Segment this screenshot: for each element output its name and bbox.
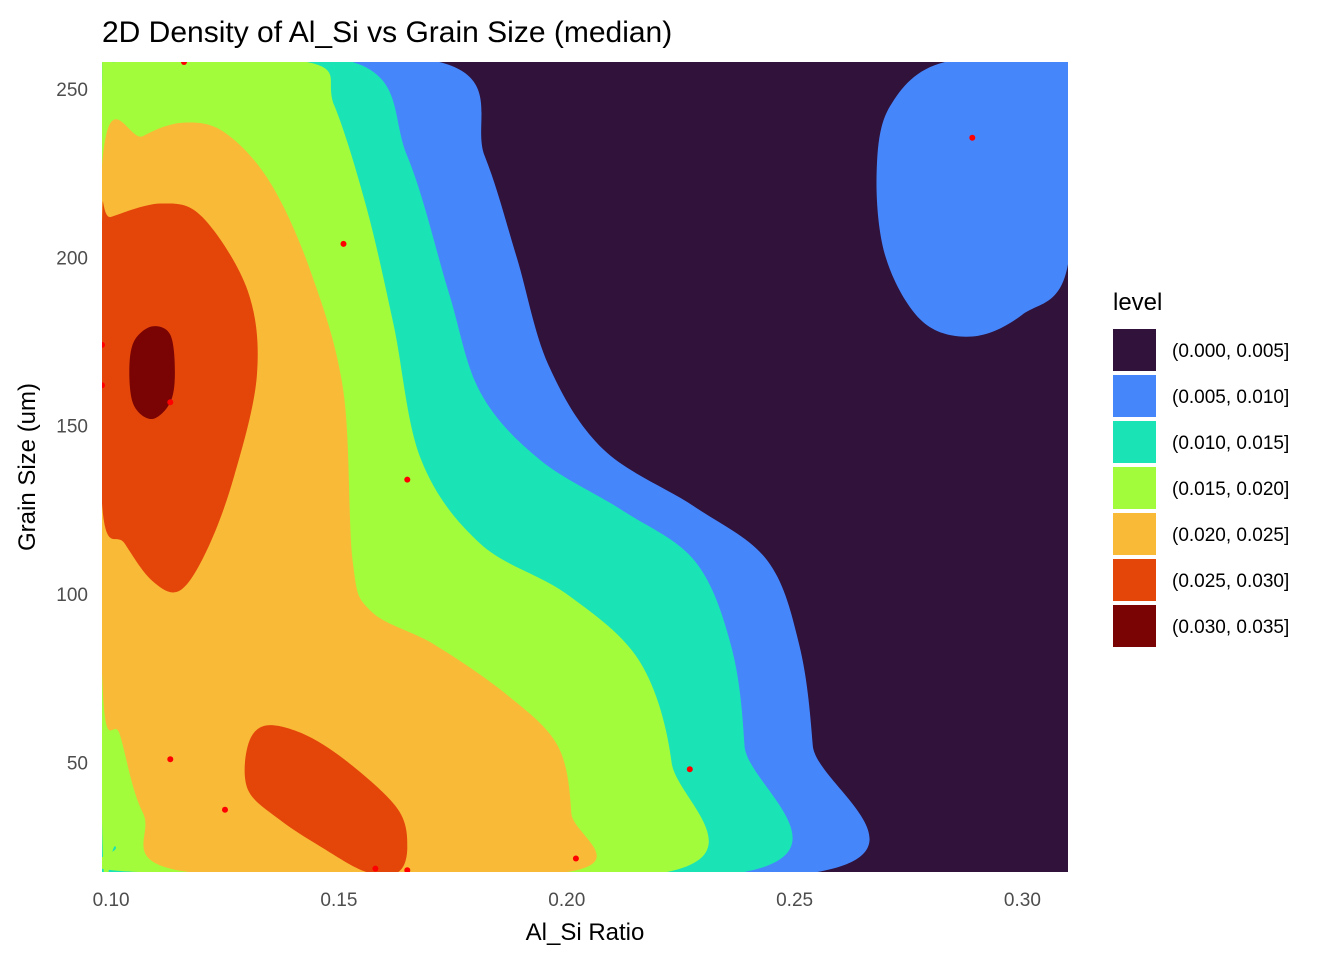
legend-items: (0.000, 0.005] (0.005, 0.010] (0.010, 0.01… xyxy=(1113,329,1289,647)
data-point-10 xyxy=(222,806,228,813)
y-tick-label: 50 xyxy=(67,754,88,775)
legend: level (0.000, 0.005] (0.005, 0.010] (0.010… xyxy=(1113,289,1289,647)
y-axis-ticks: 50 100 150 200 250 xyxy=(56,80,88,775)
legend-swatch xyxy=(1113,605,1156,647)
chart-title: 2D Density of Al_Si vs Grain Size (media… xyxy=(102,16,672,49)
x-axis-ticks: 0.10 0.15 0.20 0.25 0.30 xyxy=(93,890,1041,911)
plot-panel xyxy=(102,62,1068,872)
x-tick-label: 0.20 xyxy=(548,890,585,911)
contour-band-3 xyxy=(876,62,1068,337)
legend-label: (0.015, 0.020] xyxy=(1172,479,1289,500)
data-point-2 xyxy=(969,134,976,141)
contour-band-9 xyxy=(129,326,175,420)
data-point-13 xyxy=(404,867,411,872)
data-point-11 xyxy=(572,855,579,862)
contour-band-7 xyxy=(102,201,258,593)
legend-swatch xyxy=(1113,375,1156,417)
legend-title: level xyxy=(1113,289,1162,316)
x-axis-label: Al_Si Ratio xyxy=(526,919,645,946)
data-point-9 xyxy=(686,766,693,773)
legend-swatch xyxy=(1113,513,1156,555)
legend-label: (0.005, 0.010] xyxy=(1172,387,1289,408)
data-points xyxy=(102,62,976,872)
data-point-5 xyxy=(102,382,105,389)
legend-label: (0.020, 0.025] xyxy=(1172,525,1289,546)
legend-label: (0.010, 0.015] xyxy=(1172,433,1289,454)
legend-swatch xyxy=(1113,559,1156,601)
data-point-12 xyxy=(372,865,379,872)
y-tick-label: 150 xyxy=(56,417,88,438)
legend-swatch xyxy=(1113,467,1156,509)
contour-bands xyxy=(102,62,1068,872)
x-tick-label: 0.10 xyxy=(93,890,130,911)
legend-swatch xyxy=(1113,421,1156,463)
legend-label: (0.025, 0.030] xyxy=(1172,571,1289,592)
y-tick-label: 200 xyxy=(56,248,88,269)
data-point-6 xyxy=(167,399,174,406)
data-point-8 xyxy=(167,756,174,763)
y-axis-label: Grain Size (um) xyxy=(14,383,41,551)
contour-band-8 xyxy=(244,725,408,872)
legend-swatch xyxy=(1113,329,1156,371)
x-tick-label: 0.25 xyxy=(776,890,813,911)
y-tick-label: 100 xyxy=(56,585,88,606)
y-tick-label: 250 xyxy=(56,80,88,101)
legend-label: (0.030, 0.035] xyxy=(1172,617,1289,638)
legend-label: (0.000, 0.005] xyxy=(1172,341,1289,362)
data-point-4 xyxy=(102,341,105,348)
x-tick-label: 0.15 xyxy=(320,890,357,911)
x-tick-label: 0.30 xyxy=(1004,890,1041,911)
data-point-1 xyxy=(181,62,187,65)
data-point-3 xyxy=(340,240,347,247)
data-point-7 xyxy=(404,476,411,483)
